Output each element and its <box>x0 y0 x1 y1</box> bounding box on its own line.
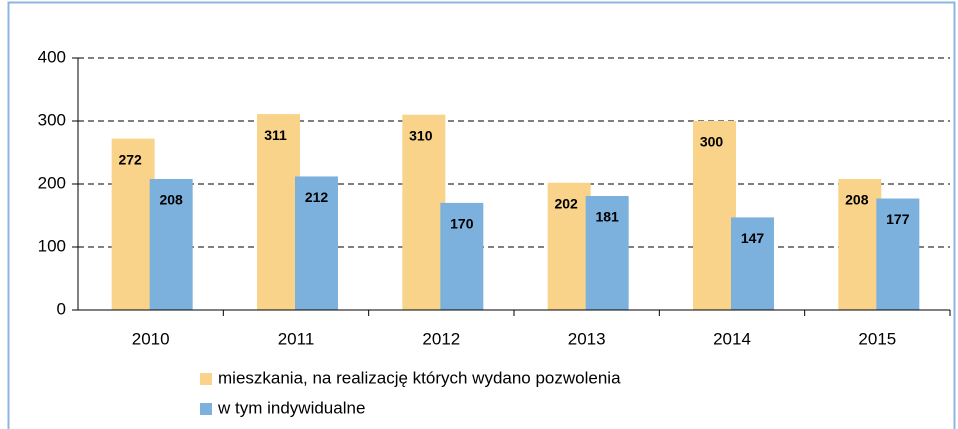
data-label: 202 <box>554 195 578 211</box>
bar <box>876 198 920 310</box>
legend-label: mieszkania, na realizację których wydano… <box>218 368 621 387</box>
bar <box>838 178 882 310</box>
data-label: 311 <box>264 127 287 143</box>
bar <box>295 176 338 310</box>
bar <box>731 217 774 310</box>
x-tick-label: 2011 <box>278 329 315 348</box>
data-label: 212 <box>305 189 329 205</box>
x-tick-label: 2010 <box>132 329 170 348</box>
x-tick-label: 2012 <box>422 329 460 348</box>
y-tick-label: 200 <box>38 173 66 192</box>
data-label: 300 <box>700 134 724 150</box>
data-label: 208 <box>159 192 183 208</box>
data-label: 147 <box>741 230 765 246</box>
bar <box>257 114 300 310</box>
y-tick-label: 400 <box>38 47 66 66</box>
x-tick-label: 2013 <box>568 329 606 348</box>
legend-swatch <box>200 403 212 415</box>
y-tick-label: 100 <box>38 236 66 255</box>
bar <box>440 202 484 310</box>
data-label: 208 <box>845 192 869 208</box>
data-label: 181 <box>595 209 619 225</box>
bar <box>547 182 591 310</box>
data-label: 272 <box>118 151 142 167</box>
frame <box>7 1 956 429</box>
bar <box>149 178 193 310</box>
data-label: 170 <box>450 216 474 232</box>
legend-label: w tym indywidualne <box>217 398 365 417</box>
data-label: 310 <box>409 127 433 143</box>
bar <box>111 138 155 310</box>
bar <box>693 121 736 310</box>
y-tick-label: 300 <box>38 110 66 129</box>
bar <box>585 195 629 310</box>
bar <box>402 114 446 310</box>
x-tick-label: 2014 <box>713 329 751 348</box>
data-label: 177 <box>886 211 910 227</box>
y-tick-label: 0 <box>57 299 66 318</box>
x-tick-label: 2015 <box>858 329 896 348</box>
legend-swatch <box>200 373 212 385</box>
